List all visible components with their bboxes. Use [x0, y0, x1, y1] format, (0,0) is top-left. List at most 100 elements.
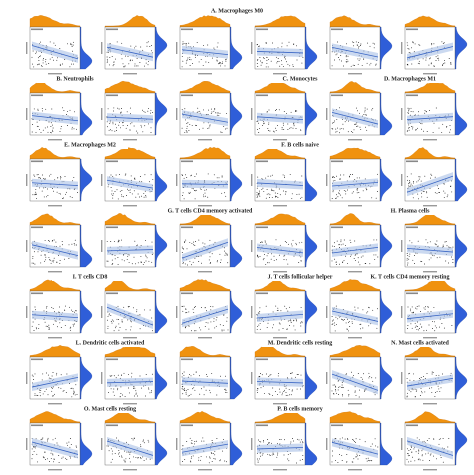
regression-line: [331, 247, 379, 254]
scatter-dot: [282, 174, 284, 176]
stat-label: [31, 94, 43, 97]
scatter-dot: [347, 437, 348, 439]
scatter-dot: [43, 456, 45, 458]
scatter-dot: [118, 108, 120, 110]
scatter-dot: [406, 176, 408, 178]
scatter-dot: [341, 197, 343, 199]
scatter-dot: [119, 455, 120, 457]
scatter-dot: [126, 258, 128, 260]
scatter-dot: [425, 59, 427, 61]
scatter-dot: [260, 441, 262, 443]
scatter-dot: [114, 191, 116, 192]
scatter-dot: [189, 191, 191, 193]
axis-title: [176, 306, 178, 318]
scatter-dot: [38, 187, 40, 189]
scatter-dot: [362, 327, 364, 329]
scatter-dot: [111, 322, 113, 324]
scatter-dot: [192, 455, 194, 457]
scatter-dot: [141, 387, 142, 389]
regression-line: [331, 373, 379, 391]
scatter-dot: [200, 459, 202, 461]
scatter-dot: [142, 131, 144, 133]
scatter-dot: [59, 306, 60, 308]
scatter-dot: [258, 132, 260, 133]
scatter-dot: [296, 45, 297, 47]
scatter-dot: [181, 108, 183, 110]
scatter-dot: [292, 389, 294, 391]
scatter-dot: [416, 328, 418, 330]
scatter-dot: [364, 111, 366, 113]
scatter-dot: [63, 110, 65, 112]
scatter-dot: [203, 109, 204, 111]
scatter-dot: [73, 243, 75, 244]
scatter-dot: [265, 42, 267, 43]
scatter-dot: [422, 190, 424, 192]
scatter-dot: [221, 329, 223, 331]
right-density: [304, 224, 318, 268]
scatter-dot: [129, 461, 131, 463]
scatter-dot: [332, 189, 334, 191]
scatter-dot: [49, 461, 50, 462]
scatter-dot: [50, 378, 52, 379]
scatter-dot: [273, 453, 275, 455]
scatter-dot: [421, 454, 423, 456]
scatter-dot: [368, 372, 370, 374]
scatter-dot: [42, 373, 44, 375]
scatter-dot: [377, 173, 378, 175]
scatter-dot: [363, 373, 365, 375]
scatter-dot: [194, 245, 196, 246]
scatter-panel: [101, 344, 168, 405]
scatter-panel: [101, 15, 168, 75]
scatter-dot: [131, 59, 133, 61]
scatter-dot: [442, 65, 443, 67]
scatter-dot: [257, 439, 259, 441]
top-density: [29, 147, 81, 160]
scatter-dot: [75, 310, 77, 312]
scatter-dot: [215, 319, 217, 321]
scatter-dot: [217, 63, 219, 65]
scatter-dot: [428, 110, 430, 112]
regression-line: [331, 111, 379, 125]
scatter-dot: [45, 388, 47, 390]
scatter-dot: [426, 373, 428, 375]
axis-title: [273, 271, 287, 273]
scatter-dot: [110, 315, 112, 317]
scatter-dot: [340, 178, 341, 180]
scatter-dot: [284, 193, 286, 195]
scatter-dot: [73, 391, 75, 393]
scatter-dot: [69, 446, 71, 448]
axis-title: [251, 42, 253, 54]
scatter-dot: [374, 394, 376, 396]
scatter-dot: [276, 309, 278, 311]
scatter-dot: [65, 457, 67, 459]
scatter-dot: [298, 262, 300, 263]
scatter-dot: [425, 453, 427, 455]
scatter-dot: [125, 173, 127, 175]
scatter-dot: [39, 178, 41, 179]
scatter-dot: [51, 306, 53, 308]
axis-title: [123, 73, 137, 75]
scatter-dot: [335, 390, 337, 392]
scatter-dot: [271, 189, 273, 191]
scatter-dot: [32, 50, 34, 52]
scatter-dot: [32, 257, 34, 259]
scatter-dot: [145, 239, 147, 241]
scatter-dot: [209, 457, 211, 459]
right-density: [454, 224, 468, 268]
scatter-dot: [265, 177, 267, 179]
scatter-dot: [183, 305, 185, 307]
right-density: [229, 158, 243, 202]
scatter-dot: [296, 462, 298, 464]
scatter-dot: [374, 438, 376, 440]
scatter-dot: [423, 130, 425, 132]
scatter-dot: [332, 455, 334, 457]
axis-title: [101, 372, 103, 384]
scatter-dot: [336, 130, 338, 132]
scatter-dot: [40, 132, 42, 134]
scatter-dot: [140, 245, 142, 247]
scatter-dot: [270, 175, 272, 177]
scatter-dot: [150, 390, 152, 392]
scatter-dot: [121, 194, 123, 196]
scatter-dot: [437, 188, 439, 189]
scatter-dot: [226, 254, 228, 256]
